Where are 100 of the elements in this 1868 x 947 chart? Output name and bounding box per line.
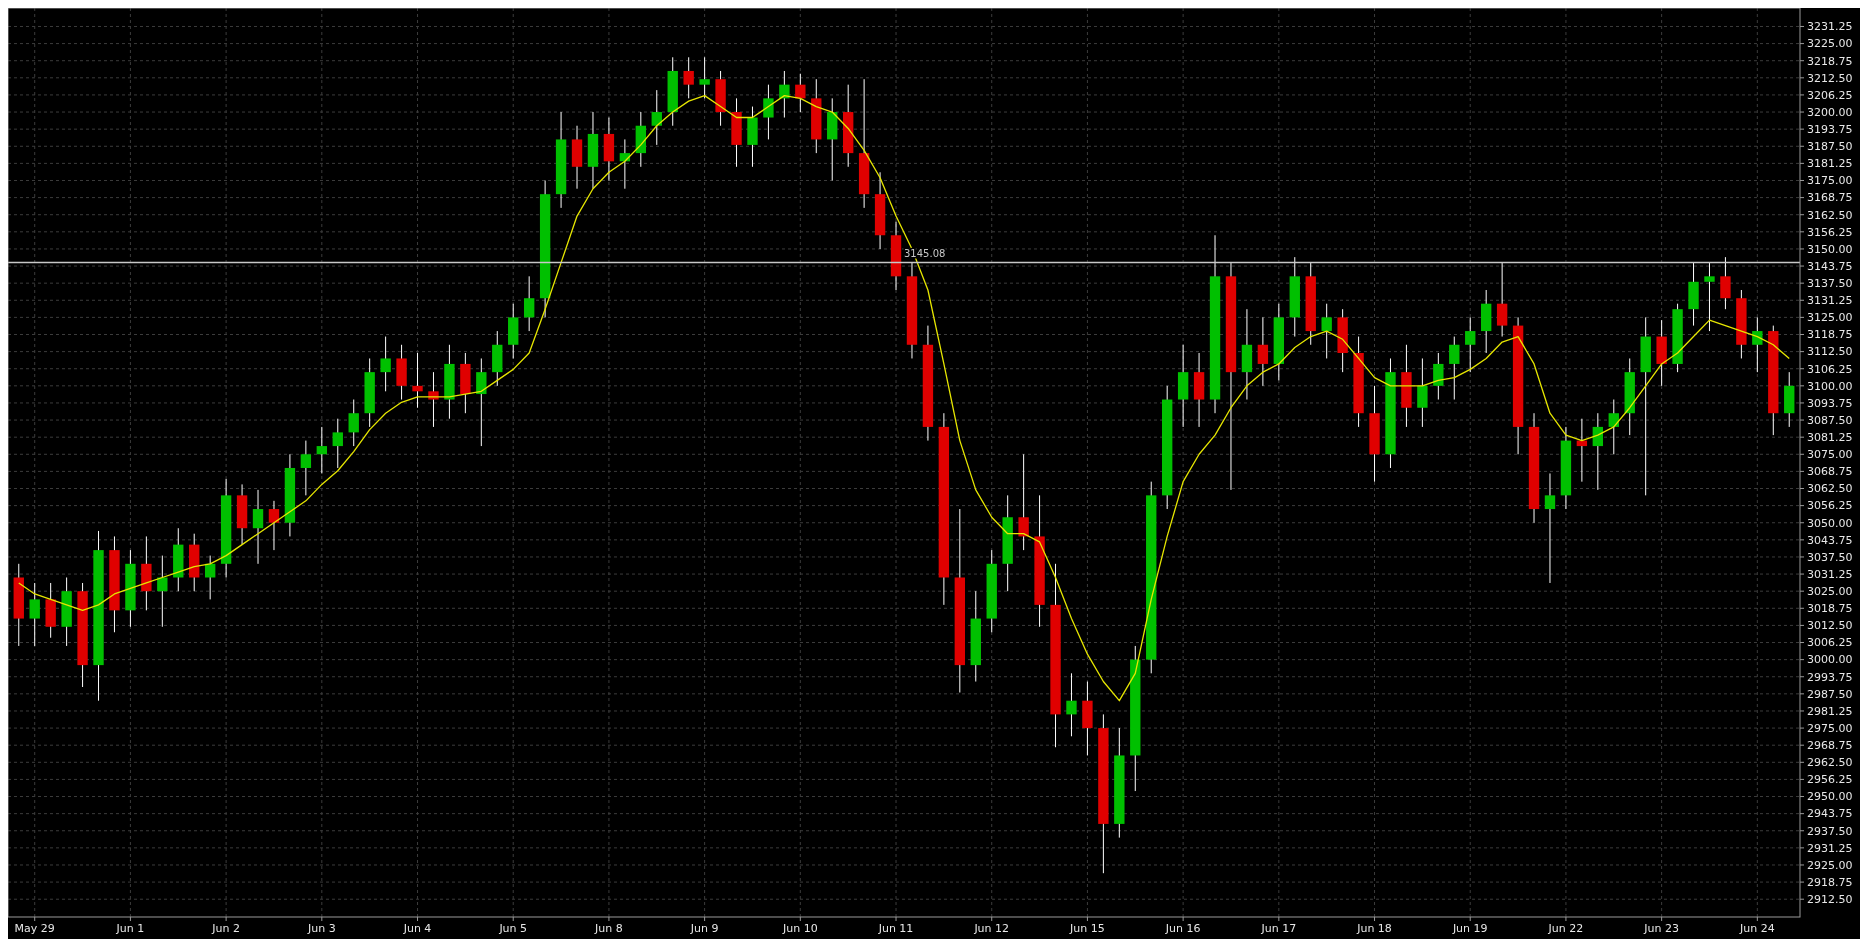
y-tick-label: 3025.00	[1807, 585, 1853, 599]
y-tick-label: 2950.00	[1807, 790, 1853, 804]
candlestick	[252, 489, 264, 565]
y-tick-label: 3168.75	[1807, 191, 1853, 205]
y-tick-label: 3012.50	[1807, 619, 1853, 633]
y-tick-label: 3187.50	[1807, 140, 1853, 154]
candlestick	[1752, 316, 1763, 373]
y-tick-label: 3206.25	[1807, 88, 1853, 102]
candlestick	[651, 89, 662, 146]
candlestick	[1465, 316, 1476, 373]
candlestick	[476, 357, 487, 447]
candlestick	[380, 336, 391, 392]
y-tick-label: 3193.75	[1807, 123, 1853, 136]
y-tick-label: 2968.75	[1807, 739, 1853, 753]
candlestick	[428, 371, 439, 428]
candlestick	[523, 275, 535, 332]
y-tick-label: 2987.50	[1807, 687, 1853, 701]
candlestick	[348, 399, 359, 447]
candlestick	[332, 418, 343, 469]
y-tick-label: 3181.25	[1807, 157, 1853, 171]
y-tick-label: 3118.75	[1807, 328, 1853, 342]
candlestick	[1449, 336, 1460, 401]
y-tick-label: 3143.75	[1807, 259, 1853, 273]
candlestick	[1608, 399, 1619, 455]
y-tick-label: 3156.25	[1807, 225, 1853, 239]
y-tick-label: 3018.75	[1807, 602, 1853, 616]
y-tick-label: 2993.75	[1807, 670, 1853, 684]
y-tick-label: 3075.00	[1807, 448, 1853, 462]
y-tick-label: 3200.00	[1807, 105, 1853, 119]
candlestick	[29, 582, 40, 647]
x-tick-label: Jun 22	[1547, 922, 1584, 935]
y-tick-label: 3100.00	[1807, 379, 1853, 393]
y-tick-label: 3125.00	[1807, 311, 1853, 325]
candlestick	[1704, 262, 1715, 332]
x-tick-label: Jun 9	[689, 922, 719, 935]
candlestick	[1496, 262, 1508, 338]
y-tick-label: 3000.00	[1807, 653, 1853, 667]
candlestick	[683, 56, 694, 99]
candlestick	[1544, 472, 1556, 584]
x-tick-label: Jun 4	[402, 922, 432, 935]
y-tick-label: 2956.25	[1807, 773, 1853, 787]
candlestick	[157, 555, 168, 628]
x-tick-label: Jun 8	[594, 922, 623, 935]
y-tick-label: 3131.25	[1807, 294, 1853, 308]
candlestick	[412, 352, 423, 409]
y-tick-label: 3150.00	[1807, 242, 1853, 256]
y-tick-label: 3056.25	[1807, 499, 1853, 513]
y-tick-label: 3225.00	[1807, 37, 1853, 51]
y-tick-label: 2981.25	[1807, 704, 1853, 718]
y-tick-label: 2975.00	[1807, 721, 1853, 735]
candlestick	[1417, 357, 1428, 428]
x-tick-label: Jun 12	[973, 922, 1010, 935]
x-tick-label: Jun 23	[1643, 922, 1679, 935]
candlestick	[1321, 303, 1332, 359]
y-tick-label: 2918.75	[1807, 875, 1853, 889]
x-tick-label: Jun 1	[115, 922, 145, 935]
y-tick-label: 3050.00	[1807, 516, 1853, 530]
y-tick-label: 3062.50	[1807, 482, 1853, 496]
candlestick	[268, 500, 280, 551]
y-tick-label: 3175.00	[1807, 174, 1853, 188]
x-tick-label: Jun 24	[1738, 922, 1775, 935]
x-tick-label: Jun 3	[306, 922, 336, 935]
candlestick	[795, 73, 806, 113]
candlestick	[300, 440, 312, 496]
candlestick	[763, 84, 774, 140]
y-tick-label: 3212.50	[1807, 71, 1853, 85]
y-tick-label: 3162.50	[1807, 208, 1853, 222]
x-tick-label: Jun 5	[498, 922, 528, 935]
x-tick-label: Jun 10	[781, 922, 818, 935]
y-tick-label: 3043.75	[1807, 533, 1853, 547]
y-tick-label: 3006.25	[1807, 636, 1853, 650]
candlestick	[1257, 316, 1269, 387]
x-tick-label: Jun 17	[1260, 922, 1297, 935]
candlestick	[1433, 352, 1444, 401]
candlestick	[699, 56, 710, 99]
y-tick-label: 2931.25	[1807, 841, 1853, 855]
y-tick-label: 3106.25	[1807, 362, 1853, 376]
x-tick-label: Jun 15	[1069, 922, 1105, 935]
y-tick-label: 2912.50	[1807, 893, 1853, 907]
x-tick-label: Jun 16	[1164, 922, 1201, 935]
candlestick	[1018, 453, 1029, 551]
y-tick-label: 2962.50	[1807, 756, 1853, 770]
y-tick-label: 3068.75	[1807, 465, 1853, 479]
y-tick-label: 3081.25	[1807, 431, 1853, 445]
y-tick-label: 3112.50	[1807, 345, 1853, 359]
x-tick-label: Jun 19	[1451, 922, 1488, 935]
x-tick-label: Jun 18	[1356, 922, 1392, 935]
x-tick-label: Jun 2	[211, 922, 240, 935]
candlestick	[1066, 672, 1077, 737]
y-tick-label: 3031.25	[1807, 567, 1853, 581]
y-tick-label: 3231.25	[1807, 20, 1853, 34]
x-tick-label: Jun 11	[877, 922, 914, 935]
y-tick-label: 3037.50	[1807, 550, 1853, 564]
y-tick-label: 3137.50	[1807, 277, 1853, 291]
y-tick-label: 3218.75	[1807, 54, 1853, 68]
y-tick-label: 3093.75	[1807, 396, 1853, 410]
y-tick-label: 2943.75	[1807, 807, 1853, 821]
candlestick	[316, 426, 327, 474]
y-tick-label: 3087.50	[1807, 413, 1853, 427]
candlestick	[1720, 256, 1731, 310]
